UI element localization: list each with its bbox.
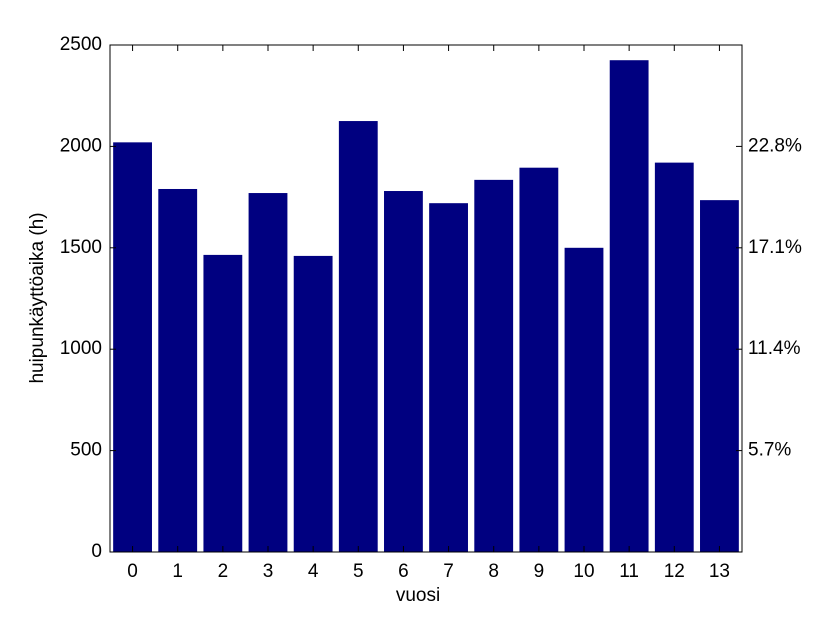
x-tick-label: 13: [709, 561, 730, 582]
x-tick-label: 10: [573, 561, 594, 582]
x-tick-label: 12: [664, 561, 685, 582]
y-tick-label: 2500: [60, 34, 102, 55]
y-tick-label: 1500: [60, 237, 102, 258]
y-tick-label: 0: [91, 541, 102, 562]
bar: [158, 188, 198, 552]
x-axis-label: vuosi: [396, 585, 440, 606]
bar: [519, 167, 559, 552]
y-axis-label: huipunkäyttöaika (h): [27, 212, 48, 383]
y-tick-label: 2000: [60, 135, 102, 156]
x-tick-label: 9: [534, 561, 545, 582]
x-tick-label: 1: [172, 561, 183, 582]
x-tick-label: 5: [353, 561, 364, 582]
y2-tick-label: 17.1%: [748, 237, 802, 258]
plot-frame: [109, 44, 743, 553]
bar: [384, 191, 423, 553]
bar: [700, 200, 739, 552]
x-tick-label: 8: [488, 561, 499, 582]
y-tick-label: 500: [70, 440, 102, 461]
x-tick-label: 3: [263, 561, 274, 582]
x-tick-label: 7: [443, 561, 454, 582]
bar: [203, 254, 243, 552]
x-tick-label: 4: [308, 561, 319, 582]
y2-tick-label: 5.7%: [748, 440, 791, 461]
bar: [338, 121, 378, 553]
bar: [609, 60, 649, 553]
x-tick-label: 2: [218, 561, 229, 582]
bar: [293, 255, 333, 553]
bar: [113, 142, 152, 552]
x-tick-label: 6: [398, 561, 409, 582]
x-tick-label: 0: [127, 561, 138, 582]
bar: [474, 179, 514, 552]
x-tick-label: 11: [619, 561, 639, 582]
y2-tick-label: 22.8%: [748, 135, 802, 156]
bar: [564, 247, 604, 553]
y-tick-label: 1000: [60, 338, 102, 359]
bar: [248, 193, 288, 552]
bar: [654, 162, 694, 552]
bar: [429, 203, 468, 552]
y2-tick-label: 11.4%: [748, 338, 801, 359]
